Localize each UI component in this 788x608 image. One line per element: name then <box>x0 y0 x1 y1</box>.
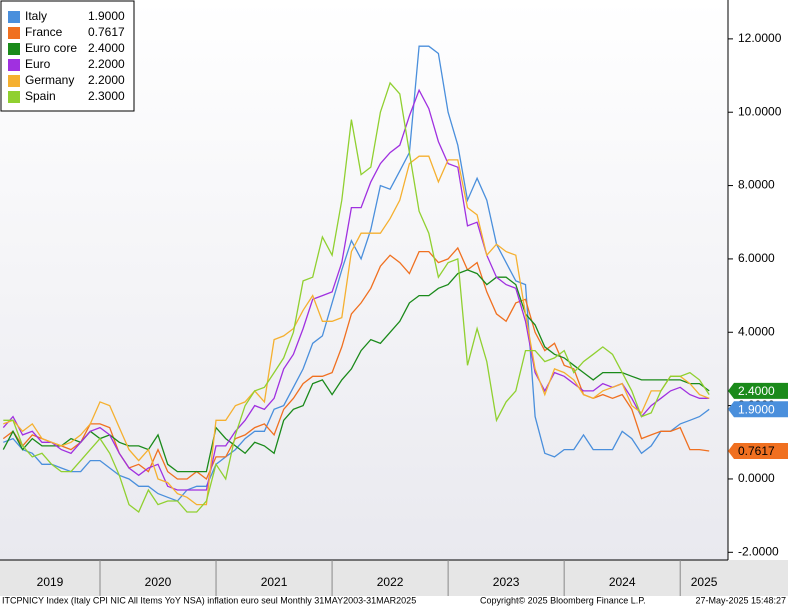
legend-swatch <box>8 59 20 71</box>
legend-swatch <box>8 27 20 39</box>
footer-center: Copyright© 2025 Bloomberg Finance L.P. <box>480 595 646 605</box>
x-axis-band <box>0 560 788 596</box>
y-tick-label: -2.0000 <box>738 544 779 558</box>
legend-label: France <box>25 25 63 39</box>
legend-value: 2.2000 <box>88 73 125 87</box>
series-line <box>2 269 710 473</box>
x-tick-label: 2021 <box>261 575 288 589</box>
value-tag-label: 1.9000 <box>738 402 775 416</box>
legend-swatch <box>8 43 20 55</box>
legend-value: 2.3000 <box>88 89 125 103</box>
legend-value: 2.2000 <box>88 57 125 71</box>
x-tick-label: 2020 <box>145 575 172 589</box>
legend-label: Euro <box>25 57 51 71</box>
y-tick-label: 12.0000 <box>738 31 782 45</box>
x-tick-label: 2025 <box>691 575 718 589</box>
value-tag-label: 0.7617 <box>738 444 775 458</box>
legend-label: Spain <box>25 89 56 103</box>
y-tick-label: 8.0000 <box>738 178 775 192</box>
legend-swatch <box>8 11 20 23</box>
legend-value: 2.4000 <box>88 41 125 55</box>
legend-label: Euro core <box>25 41 77 55</box>
value-tag <box>728 443 788 460</box>
legend-label: Germany <box>25 73 74 87</box>
value-tag <box>728 382 788 399</box>
y-tick-label: 0.0000 <box>738 471 775 485</box>
legend-swatch <box>8 91 20 103</box>
series-line <box>3 45 710 502</box>
legend-box <box>0 0 135 112</box>
y-tick-label: 10.0000 <box>738 104 782 118</box>
legend-label: Italy <box>25 9 47 23</box>
series-line <box>3 155 710 506</box>
legend-value: 0.7617 <box>88 25 125 39</box>
footer-right: 27-May-2025 15:48:27 <box>695 595 786 605</box>
legend-swatch <box>8 75 20 87</box>
value-tag-label: 2.4000 <box>738 384 775 398</box>
x-tick-label: 2023 <box>493 575 520 589</box>
legend: Italy 1.9000 France 0.7617 Euro core 2.4000 Eu… <box>0 0 135 112</box>
series-line <box>2 88 710 491</box>
x-tick-label: 2022 <box>377 575 404 589</box>
y-tick-label: 4.0000 <box>738 324 775 338</box>
x-tick-label: 2019 <box>37 575 64 589</box>
y-tick-label: 6.0000 <box>738 251 775 265</box>
value-tag <box>728 401 788 418</box>
footer-left: ITCPNICY Index (Italy CPI NIC All Items … <box>2 595 416 605</box>
series-line <box>3 81 710 514</box>
x-tick-label: 2024 <box>609 575 636 589</box>
legend-value: 1.9000 <box>88 9 125 23</box>
